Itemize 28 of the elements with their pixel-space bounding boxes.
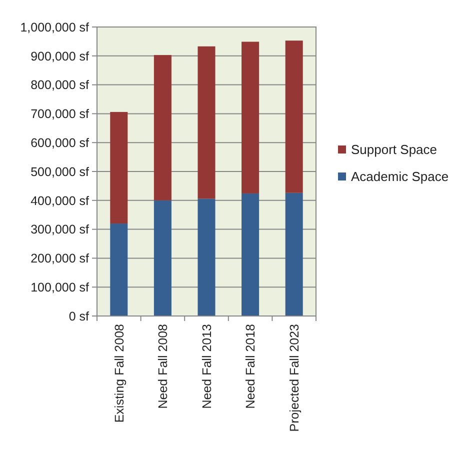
x-tick-label: Existing Fall 2008 — [112, 324, 126, 423]
y-tick-label: 400,000 sf — [30, 194, 90, 208]
y-tick-label: 900,000 sf — [30, 49, 90, 64]
y-tick-label: 100,000 sf — [30, 280, 90, 294]
y-tick-label: 700,000 sf — [30, 107, 90, 122]
x-tick-label: Need Fall 2018 — [244, 324, 258, 409]
y-tick-label: 600,000 sf — [30, 136, 90, 150]
bar — [154, 55, 172, 200]
x-tick-label: Projected Fall 2023 — [287, 324, 302, 432]
y-tick-label: 500,000 sf — [30, 164, 90, 179]
bar — [242, 42, 260, 194]
legend-label: Support Space — [351, 142, 438, 158]
y-tick-label: 300,000 sf — [30, 222, 90, 237]
x-tick-label: Need Fall 2013 — [200, 324, 214, 409]
bar — [285, 192, 303, 316]
y-tick-label: 0 sf — [68, 309, 90, 324]
bar — [242, 193, 260, 316]
x-tick-label: Need Fall 2008 — [156, 324, 170, 409]
bar — [154, 200, 172, 316]
bar — [110, 224, 128, 316]
bar — [198, 46, 216, 199]
legend-label: Academic Space — [351, 169, 449, 184]
bar — [198, 198, 216, 316]
bar — [285, 40, 303, 193]
y-tick-label: 1,000,000 sf — [20, 20, 90, 34]
y-tick-label: 800,000 sf — [30, 78, 90, 92]
y-tick-label: 200,000 sf — [30, 252, 90, 266]
bar — [110, 112, 128, 224]
